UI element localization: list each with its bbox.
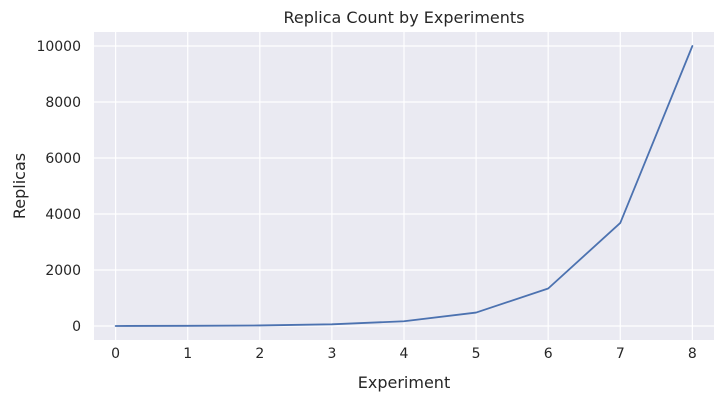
x-tick-label: 6 [544, 346, 553, 362]
y-axis-ticks: 0 2000 4000 6000 8000 10000 [36, 39, 81, 335]
x-axis-label: Experiment [358, 373, 450, 392]
x-tick-label: 2 [255, 346, 264, 362]
y-tick-label: 8000 [45, 95, 81, 111]
x-tick-label: 5 [472, 346, 481, 362]
replicas-line [114, 45, 694, 327]
x-tick-label: 7 [616, 346, 625, 362]
gridlines [94, 32, 714, 340]
y-axis-label: Replicas [10, 153, 29, 219]
x-tick-label: 8 [688, 346, 697, 362]
y-tick-label: 10000 [36, 39, 81, 55]
x-axis-ticks: 0 1 2 3 4 5 6 7 8 [111, 346, 697, 362]
y-tick-label: 6000 [45, 151, 81, 167]
series-lines [114, 45, 694, 327]
x-tick-label: 3 [327, 346, 336, 362]
x-tick-label: 1 [183, 346, 192, 362]
x-tick-label: 0 [111, 346, 120, 362]
y-tick-label: 2000 [45, 263, 81, 279]
x-tick-label: 4 [400, 346, 409, 362]
chart-title: Replica Count by Experiments [283, 8, 524, 27]
y-tick-label: 4000 [45, 207, 81, 223]
y-tick-label: 0 [72, 319, 81, 335]
